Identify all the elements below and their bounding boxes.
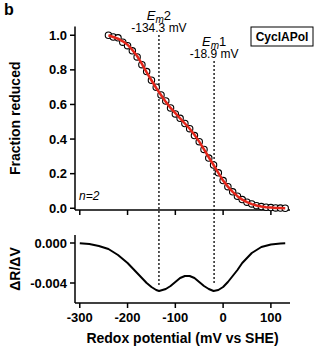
y-tick-label: 1.0 (49, 28, 67, 43)
x-tick (175, 210, 177, 215)
x-tick-label: -200 (115, 310, 141, 325)
y-tick (70, 208, 75, 210)
midpoint-line (158, 35, 159, 285)
x-axis (75, 209, 290, 211)
y-axis (74, 27, 76, 210)
plot-area (105, 32, 288, 211)
y-tick (70, 173, 75, 175)
y-tick-label: 0.8 (49, 62, 67, 77)
y-tick (70, 35, 75, 37)
y-tick (70, 282, 75, 284)
panel: 0.000 -0.004 -300 -200 -100 0 100 ΔR/ΔV Redox po… (7, 235, 290, 346)
midpoint-label: -18.9 mV (190, 47, 239, 61)
y-tick-label: 0.2 (49, 166, 67, 181)
y-axis-label: ΔR/ΔV (7, 247, 23, 291)
curve (80, 243, 285, 291)
panel: 0.0 0.2 0.4 0.6 0.8 1.0 Fraction reduced (7, 27, 290, 216)
x-tick-label: 0 (219, 310, 226, 325)
x-tick (127, 303, 129, 308)
x-tick (127, 210, 129, 215)
x-tick (79, 210, 81, 215)
box-label: CyclAPol (256, 30, 309, 44)
x-tick (222, 210, 224, 215)
label-box (251, 27, 313, 46)
curve (108, 35, 285, 208)
y-axis-label: Fraction reduced (7, 62, 23, 176)
y-tick (70, 138, 75, 140)
x-tick (222, 303, 224, 308)
x-tick-label: -300 (67, 310, 93, 325)
x-tick (79, 303, 81, 308)
y-tick (70, 69, 75, 71)
x-tick (270, 303, 272, 308)
x-axis (75, 302, 290, 304)
x-tick-label: 100 (260, 310, 282, 325)
y-tick-label: 0.4 (49, 132, 68, 147)
y-tick-label: -0.004 (30, 276, 68, 291)
plot-area (80, 243, 285, 291)
panel-label: b (4, 1, 14, 18)
midpoint-label: -134.3 mV (131, 21, 186, 35)
x-axis-label: Redox potential (mV vs SHE) (86, 330, 278, 346)
midpoint-line (213, 61, 214, 285)
x-tick-label: -100 (162, 310, 188, 325)
y-tick (70, 104, 75, 106)
note: n=2 (79, 189, 100, 203)
y-tick-label: 0.6 (49, 97, 67, 112)
y-tick-label: 0.000 (34, 236, 67, 251)
x-tick (175, 303, 177, 308)
y-tick-label: 0.0 (49, 201, 67, 216)
chart: 0.00.20.40.60.81.0Fraction reducedEm2-13… (0, 0, 332, 351)
y-axis (74, 235, 76, 303)
y-tick (70, 242, 75, 244)
